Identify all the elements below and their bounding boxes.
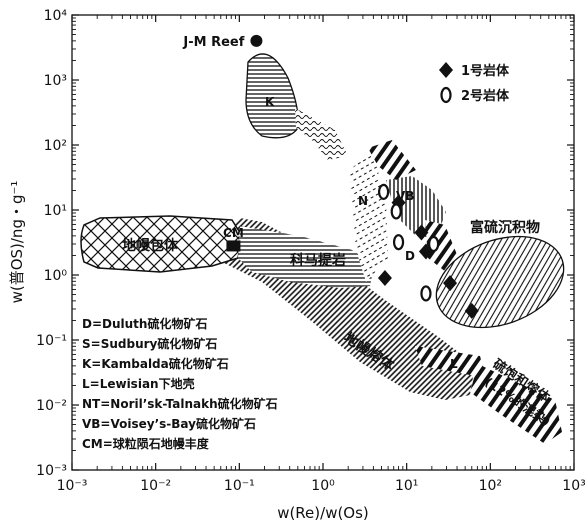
jm-reef-label: J-M Reef xyxy=(182,35,244,50)
k-trail-region xyxy=(295,108,348,160)
data-point-body1 xyxy=(414,224,429,241)
x-tick-label: 10³ xyxy=(562,478,585,494)
legend: 1号岩体 2号岩体 xyxy=(439,62,510,104)
cm-label: CM xyxy=(223,226,244,240)
data-point-body1 xyxy=(443,275,458,292)
y-tick-label: 10⁰ xyxy=(44,268,68,284)
sulfide-sediment-region xyxy=(435,235,565,329)
lewisian-region xyxy=(415,346,486,378)
saturated-melt-region xyxy=(470,364,562,444)
y-tick-label: 10⁻¹ xyxy=(36,333,67,349)
x-tick-label: 10⁰ xyxy=(311,478,335,494)
region-label-n: N xyxy=(358,194,368,208)
sudbury-region xyxy=(368,140,416,180)
legend-label-body1: 1号岩体 xyxy=(461,63,510,79)
y-tick-label: 10⁻² xyxy=(36,398,67,414)
data-point-body1 xyxy=(464,302,479,319)
x-tick-label: 10⁻² xyxy=(140,478,171,494)
data-point-body2 xyxy=(377,183,390,200)
duluth-region xyxy=(425,220,460,272)
abbrev-cm: CM=球粒陨石地幔丰度 xyxy=(82,436,210,451)
region-label-k: K xyxy=(265,95,275,109)
region-label-sulfide-sediment: 富硫沉积物 xyxy=(470,219,540,236)
regions xyxy=(80,53,565,444)
data-point-body2 xyxy=(392,234,405,251)
y-tick-label: 10¹ xyxy=(44,203,67,219)
data-point-body2 xyxy=(390,203,402,220)
region-label-komatiite: 科马提岩 xyxy=(290,252,346,269)
data-point-body2 xyxy=(420,285,432,302)
x-tick-label: 10² xyxy=(479,478,502,494)
abbrev-duluth: D=Duluth硫化物矿石 xyxy=(82,316,207,331)
axis-ticks xyxy=(71,14,575,471)
x-tick-label: 10⁻¹ xyxy=(224,478,255,494)
legend-marker-body2 xyxy=(440,86,452,104)
y-tick-label: 10⁻³ xyxy=(36,463,67,479)
region-label-d: D xyxy=(405,249,415,263)
data-point-body2 xyxy=(428,235,440,253)
komatiite-region xyxy=(238,226,375,288)
noril-region xyxy=(350,150,388,282)
y-tick-label: 10³ xyxy=(44,73,67,89)
abbrev-lewisian: L=Lewisian下地壳 xyxy=(82,376,195,391)
y-tick-label: 10⁴ xyxy=(44,8,68,24)
abbrev-kambalda: K=Kambalda硫化物矿石 xyxy=(82,356,229,371)
y-axis-title: w(普OS)/ng・g⁻¹ xyxy=(8,181,26,304)
data-point-body1 xyxy=(377,269,392,286)
abbrev-voisey: VB=Voisey’s-Bay硫化物矿石 xyxy=(82,416,256,431)
abbreviation-legend: D=Duluth硫化物矿石 S=Sudbury硫化物矿石 K=Kambalda硫… xyxy=(82,316,278,451)
abbrev-sudbury: S=Sudbury硫化物矿石 xyxy=(82,336,217,351)
axis-tick-labels: 10⁻³ 10⁻² 10⁻¹ 10⁰ 10¹ 10² 10³ 10⁻³ 10⁻² 10⁻¹ 10⁰ 1… xyxy=(36,8,586,494)
y-tick-label: 10² xyxy=(44,138,67,154)
cm-marker xyxy=(226,240,241,252)
jm-reef-marker xyxy=(250,34,263,47)
legend-label-body2: 2号岩体 xyxy=(461,88,510,104)
data-points xyxy=(377,183,479,319)
reference-points: J-M Reef CM xyxy=(182,34,263,252)
region-label-mantle-inclusions: 地幔包体 xyxy=(122,237,179,254)
abbrev-norilsk: NT=Noril’sk-Talnakh硫化物矿石 xyxy=(82,396,278,411)
x-tick-label: 10⁻³ xyxy=(57,478,88,494)
x-tick-label: 10¹ xyxy=(395,478,418,494)
region-label-l: L xyxy=(450,357,458,371)
legend-marker-body1 xyxy=(439,62,453,78)
x-axis-title: w(Re)/w(Os) xyxy=(277,504,369,522)
mantle-inclusions-region xyxy=(80,215,243,273)
